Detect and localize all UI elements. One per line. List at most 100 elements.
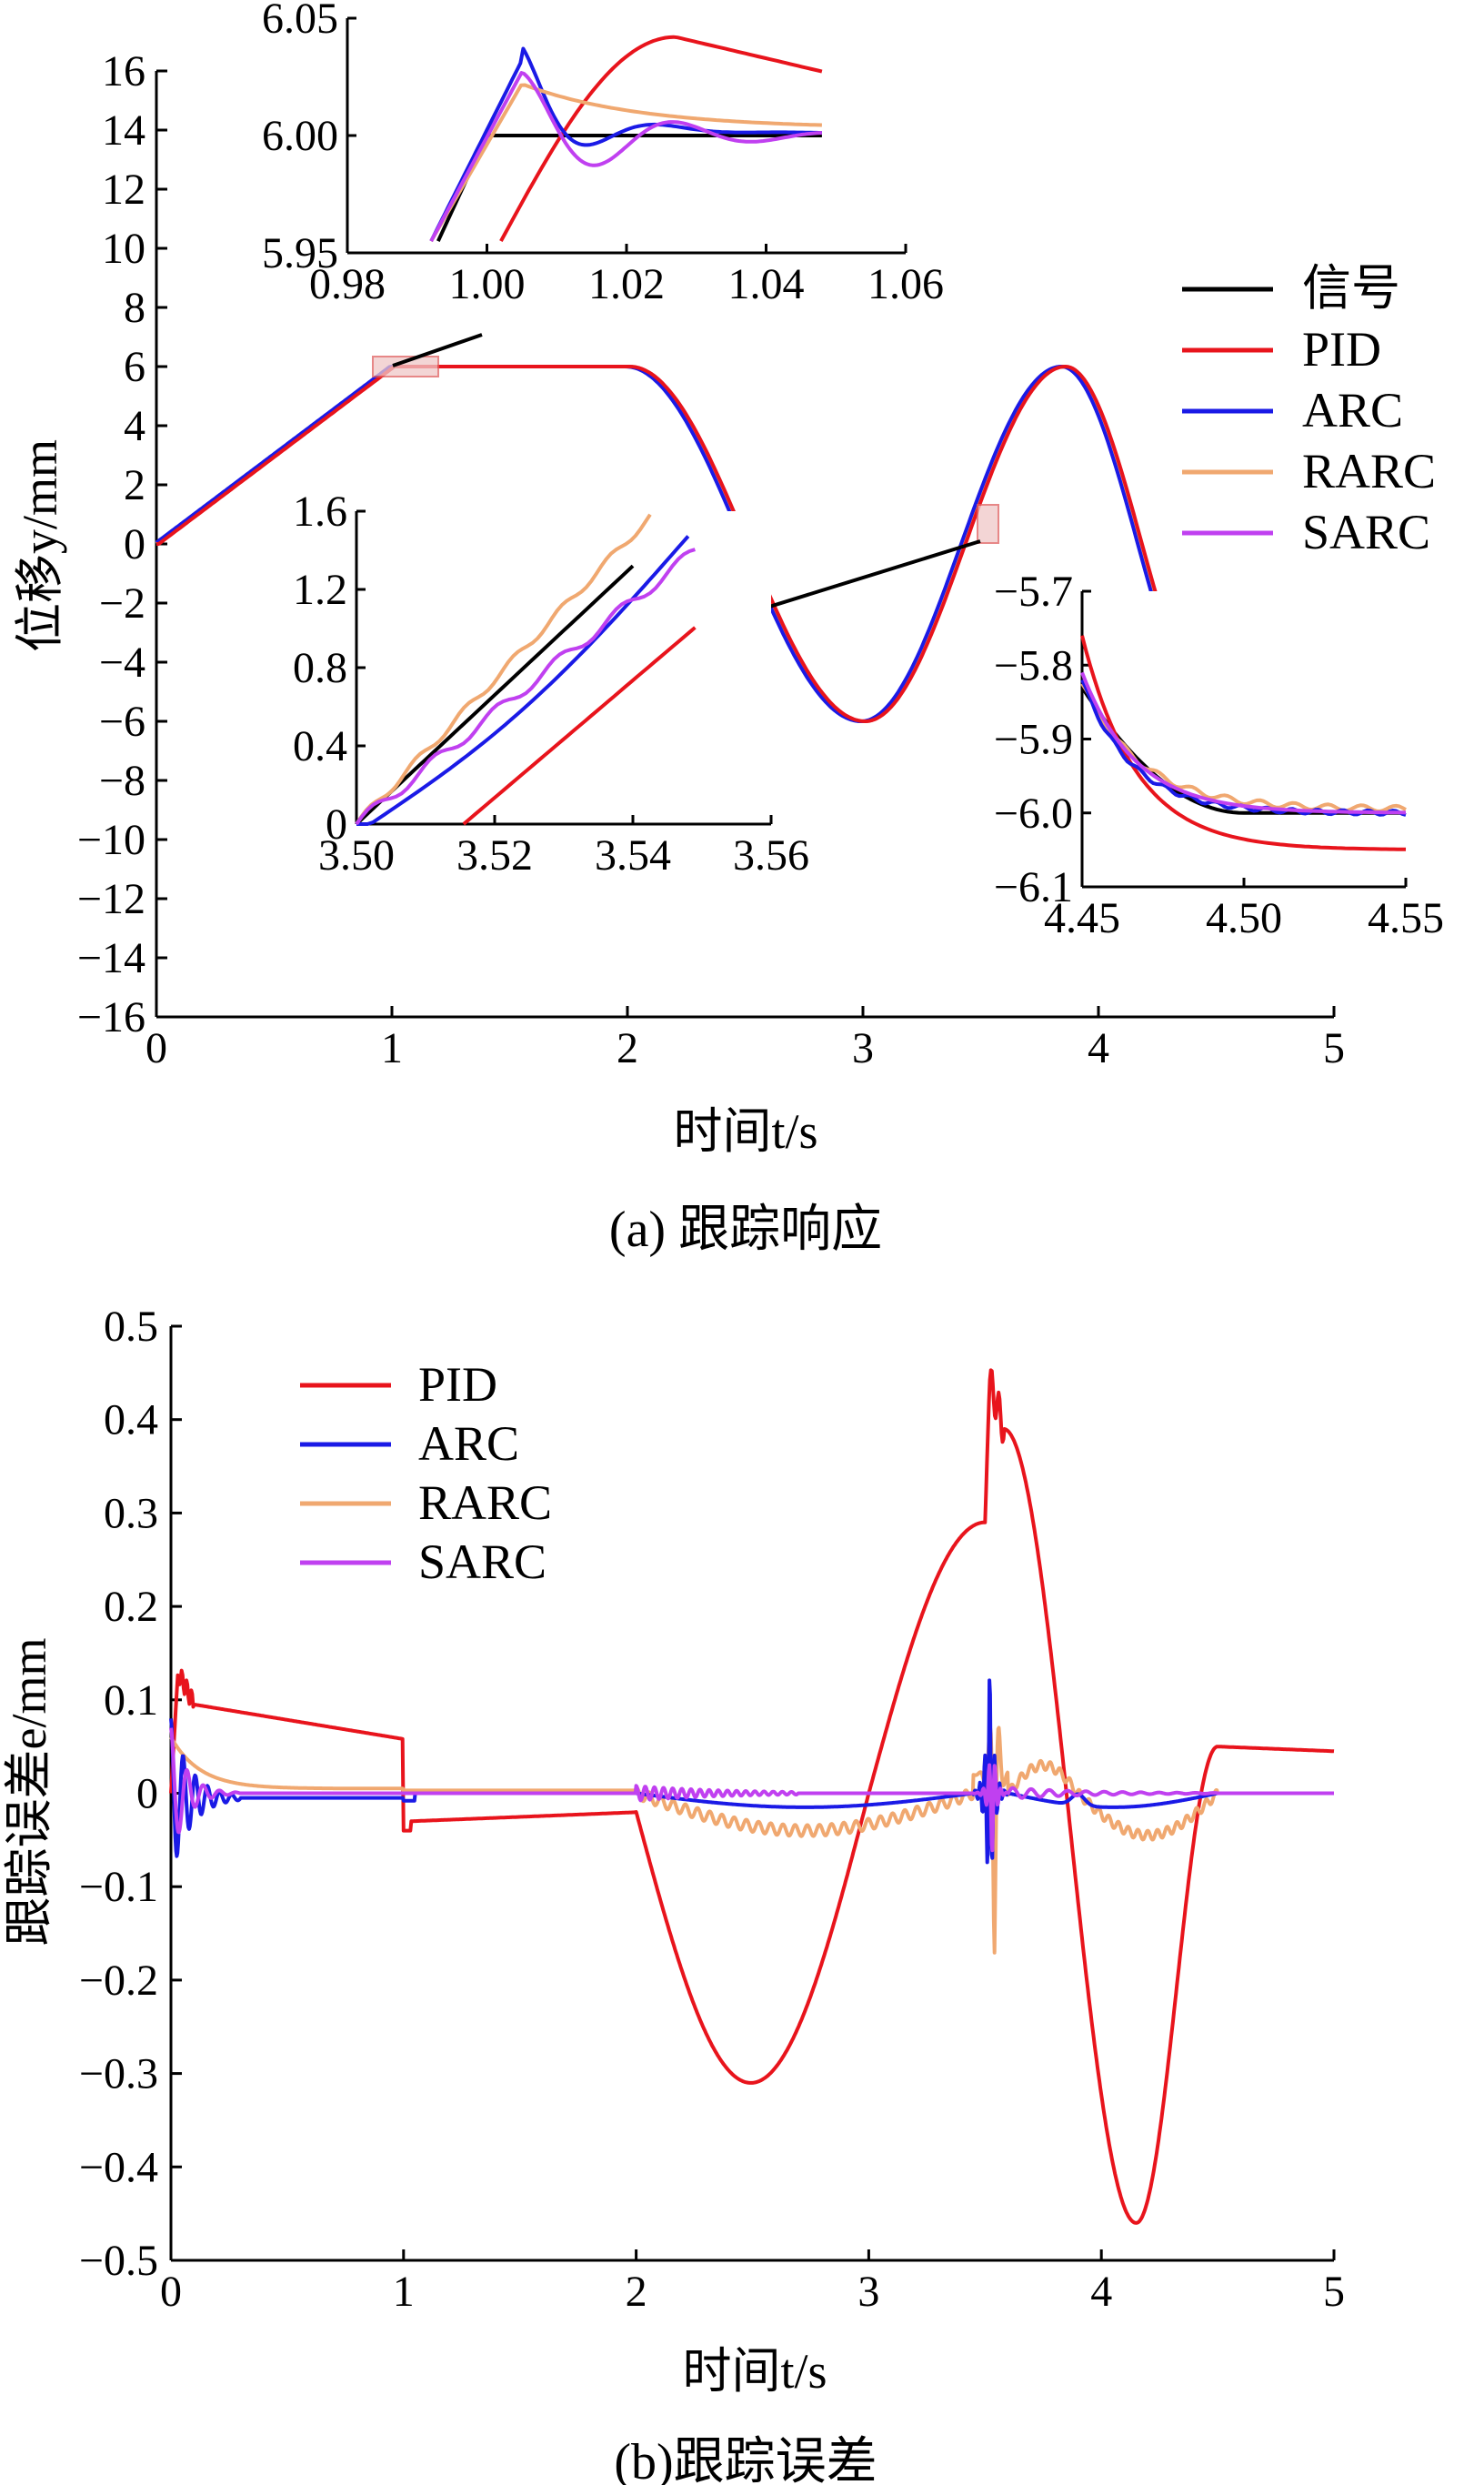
panel-b-series-sarc xyxy=(169,1727,1336,1853)
inset-1-series-pid xyxy=(499,35,823,243)
panel-a-y-tick-label: 4 xyxy=(124,402,145,450)
panel-b-legend: PID ARC RARC SARC xyxy=(300,1357,552,1589)
panel-a-y-tick-label: 0 xyxy=(124,520,145,568)
panel-a-x-tick-label: 4 xyxy=(1088,1024,1109,1072)
panel-b-series-pid xyxy=(169,1368,1335,2225)
inset-y-tick-label: 6.05 xyxy=(262,0,338,43)
inset-y-tick-label: −5.9 xyxy=(994,716,1073,764)
inset-2-series-sarc xyxy=(355,548,696,826)
panel-a-y-tick-label: −6 xyxy=(99,698,145,746)
panel-a-y-tick-label: 8 xyxy=(124,284,145,332)
inset-x-tick-label: 4.45 xyxy=(1044,894,1120,942)
panel-b-y-tick-label: −0.3 xyxy=(79,2050,158,2098)
inset-y-tick-label: −5.8 xyxy=(994,641,1073,689)
panel-b-y-tick-label: −0.5 xyxy=(79,2237,158,2285)
inset-3-series-pid xyxy=(1080,635,1407,851)
inset-x-tick-label: 1.00 xyxy=(449,260,526,308)
panel-b-y-tick-label: 0.3 xyxy=(104,1489,158,1537)
inset-2-series-signal xyxy=(355,564,635,826)
panel-a-y-tick-label: 2 xyxy=(124,461,145,509)
panel-a-y-tick-label: −4 xyxy=(99,639,145,687)
inset-x-tick-label: 3.56 xyxy=(733,831,809,880)
panel-b-y-tick-label: 0.2 xyxy=(104,1583,158,1631)
panel-a-y-tick-label: 6 xyxy=(124,343,145,391)
panel-b-y-tick-label: −0.1 xyxy=(79,1863,158,1911)
inset-2-series-pid xyxy=(462,626,697,826)
panel-b-y-tick-label: 0.5 xyxy=(104,1303,158,1351)
inset-x-tick-label: 4.50 xyxy=(1206,894,1282,942)
inset-y-tick-label: 0.4 xyxy=(293,722,347,770)
panel-b-y-tick-label: −0.2 xyxy=(79,1957,158,2005)
inset-x-tick-label: 0.98 xyxy=(309,260,386,308)
panel-a-y-tick-label: −2 xyxy=(99,579,145,628)
legend-b-label-rarc: RARC xyxy=(418,1475,552,1530)
inset-x-tick-label: 3.52 xyxy=(456,831,533,880)
inset-x-tick-label: 4.55 xyxy=(1368,894,1444,942)
panel-b-y-label: 跟踪误差e/mm xyxy=(2,1638,56,1947)
legend-label-pid: PID xyxy=(1302,322,1381,377)
panel-b-x-ticks: 0 1 2 3 4 5 xyxy=(160,2249,1345,2316)
panel-a-x-tick-label: 3 xyxy=(852,1024,874,1072)
panel-b-caption: (b)跟踪误差 xyxy=(614,2434,877,2485)
inset-x-tick-label: 1.06 xyxy=(867,260,944,308)
panel-b-x-tick-label: 4 xyxy=(1090,2268,1112,2316)
panel-b-x-tick-label: 2 xyxy=(626,2268,647,2316)
panel-b-y-ticks: 0.5 0.4 0.3 0.2 0.1 0 −0.1 −0.2 −0.3 −0.4 −0.5 xyxy=(79,1303,182,2285)
inset-3-curves xyxy=(1080,635,1407,851)
inset-2: 3.50 3.52 3.54 3.56 1.6 1.2 0.8 0.4 0 xyxy=(293,488,809,880)
panel-b-x-tick-label: 3 xyxy=(857,2268,879,2316)
panel-a-y-tick-label: 10 xyxy=(102,225,145,273)
inset-y-tick-label: −6.1 xyxy=(994,863,1073,911)
panel-a-y-tick-label: 12 xyxy=(102,166,145,214)
panel-a-y-tick-label: −8 xyxy=(99,757,145,805)
panel-a-legend: 信号 PID ARC RARC SARC xyxy=(1182,261,1436,559)
legend-label-rarc: RARC xyxy=(1302,444,1436,498)
zoom-connector-1 xyxy=(392,333,483,367)
legend-label-sarc: SARC xyxy=(1302,505,1430,559)
panel-a-y-tick-label: 16 xyxy=(102,47,145,96)
inset-1: 0.98 1.00 1.02 1.04 1.06 6.05 6.00 5.95 xyxy=(262,0,944,308)
inset-x-tick-label: 1.04 xyxy=(728,260,805,308)
panel-a-x-ticks: 0 1 2 3 4 5 xyxy=(145,1006,1345,1072)
inset-2-ticks: 3.50 3.52 3.54 3.56 1.6 1.2 0.8 0.4 0 xyxy=(293,488,809,880)
inset-3-series-sarc xyxy=(1080,671,1407,815)
inset-x-tick-label: 3.50 xyxy=(318,831,395,880)
inset-1-curves xyxy=(429,35,823,243)
panel-a-x-tick-label: 0 xyxy=(145,1024,167,1072)
panel-b-series-rarc xyxy=(169,1725,1336,1955)
inset-1-ticks: 0.98 1.00 1.02 1.04 1.06 6.05 6.00 5.95 xyxy=(262,0,944,308)
inset-y-tick-label: 5.95 xyxy=(262,229,338,277)
panel-a-y-ticks: 16 14 12 10 8 6 4 2 0 −2 −4 −6 −8 −10 −12 −14 −16 xyxy=(77,47,167,1041)
panel-a-y-tick-label: −10 xyxy=(77,816,145,864)
panel-a-y-label: 位移y/mm xyxy=(13,439,67,652)
inset-y-tick-label: 1.2 xyxy=(293,566,347,614)
panel-a-y-tick-label: −12 xyxy=(77,875,145,923)
legend-b-label-pid: PID xyxy=(418,1357,497,1412)
panel-a-y-tick-label: −16 xyxy=(77,993,145,1041)
panel-b-y-tick-label: 0 xyxy=(136,1770,158,1818)
inset-3: 4.45 4.50 4.55 −5.7 −5.8 −5.9 −6.0 −6.1 xyxy=(994,568,1444,942)
inset-1-series-rarc xyxy=(429,83,822,243)
panel-b-y-tick-label: 0.4 xyxy=(104,1396,158,1444)
inset-3-ticks: 4.45 4.50 4.55 −5.7 −5.8 −5.9 −6.0 −6.1 xyxy=(994,568,1444,942)
panel-b-x-tick-label: 0 xyxy=(160,2268,182,2316)
panel-a-x-tick-label: 5 xyxy=(1323,1024,1345,1072)
inset-2-series-rarc xyxy=(355,513,652,826)
inset-y-tick-label: 1.6 xyxy=(293,488,347,536)
zoom-box-2 xyxy=(977,504,999,544)
inset-2-curves xyxy=(355,513,697,826)
legend-label-arc: ARC xyxy=(1302,383,1403,438)
legend-label-signal: 信号 xyxy=(1302,261,1400,316)
panel-a-x-label: 时间t/s xyxy=(673,1104,817,1159)
panel-a-caption: (a) 跟踪响应 xyxy=(609,1202,882,1258)
inset-y-tick-label: −5.7 xyxy=(994,568,1073,616)
inset-1-series-sarc xyxy=(429,71,822,243)
panel-b-x-tick-label: 1 xyxy=(393,2268,415,2316)
inset-y-tick-label: −6.0 xyxy=(994,790,1073,838)
inset-y-tick-label: 0.8 xyxy=(293,644,347,692)
panel-b-y-tick-label: −0.4 xyxy=(79,2143,158,2191)
panel-a-x-tick-label: 2 xyxy=(617,1024,638,1072)
panel-b-tracking-error: 0.5 0.4 0.3 0.2 0.1 0 −0.1 −0.2 −0.3 −0.4 −0.5 0 1 2… xyxy=(2,1303,1345,2485)
inset-x-tick-label: 1.02 xyxy=(588,260,665,308)
